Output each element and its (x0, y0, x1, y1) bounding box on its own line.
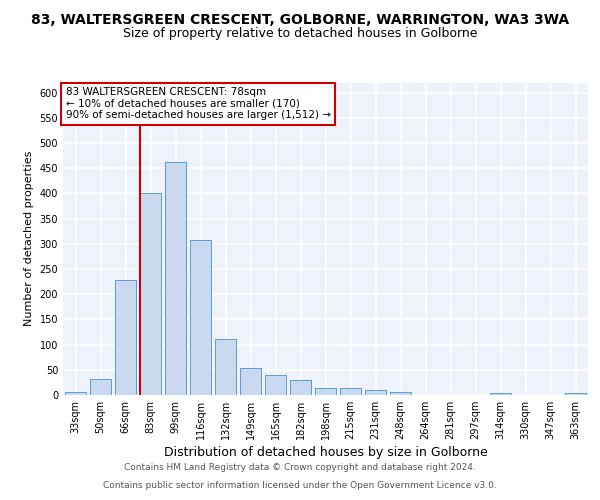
Text: 83 WALTERSGREEN CRESCENT: 78sqm
← 10% of detached houses are smaller (170)
90% o: 83 WALTERSGREEN CRESCENT: 78sqm ← 10% of… (65, 87, 331, 120)
Bar (565, 393, 586, 395)
Y-axis label: Number of detached properties: Number of detached properties (24, 151, 34, 326)
Bar (265, 375, 286, 395)
Bar (390, 392, 411, 395)
Bar (115, 280, 136, 395)
Text: Size of property relative to detached houses in Golborne: Size of property relative to detached ho… (123, 28, 477, 40)
Bar (215, 338, 236, 395)
Bar (365, 390, 386, 395)
Bar (140, 193, 161, 395)
Bar (490, 393, 511, 395)
X-axis label: Distribution of detached houses by size in Golborne: Distribution of detached houses by size … (164, 446, 487, 459)
Text: Contains public sector information licensed under the Open Government Licence v3: Contains public sector information licen… (103, 481, 497, 490)
Bar (190, 240, 211, 395)
Bar (315, 388, 336, 395)
Bar (290, 380, 311, 395)
Bar (340, 388, 361, 395)
Bar (165, 162, 186, 395)
Bar (65, 392, 86, 395)
Bar (240, 368, 261, 395)
Bar (90, 379, 111, 395)
Text: Contains HM Land Registry data © Crown copyright and database right 2024.: Contains HM Land Registry data © Crown c… (124, 464, 476, 472)
Text: 83, WALTERSGREEN CRESCENT, GOLBORNE, WARRINGTON, WA3 3WA: 83, WALTERSGREEN CRESCENT, GOLBORNE, WAR… (31, 12, 569, 26)
